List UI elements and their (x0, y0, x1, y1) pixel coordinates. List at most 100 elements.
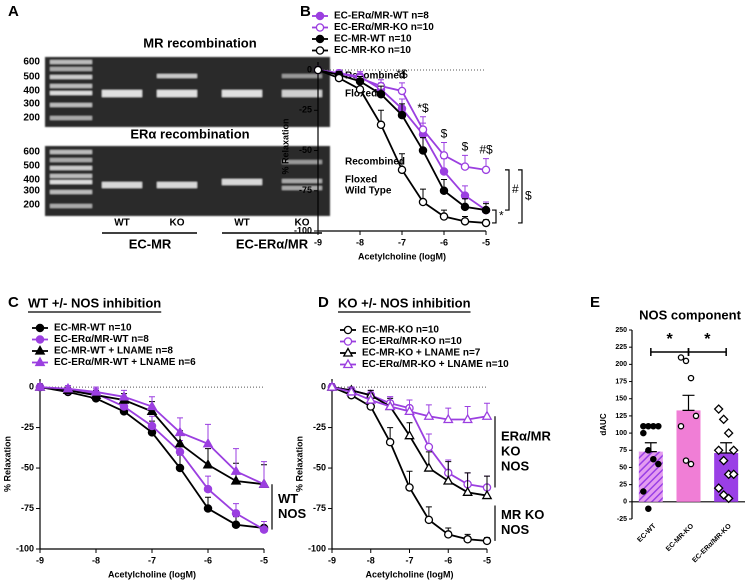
panel-label: B (300, 3, 311, 20)
marker (481, 205, 491, 215)
x-tick-label: -7 (398, 237, 406, 247)
x-tick-label: -6 (204, 555, 212, 565)
marker (174, 426, 186, 437)
marker (481, 218, 491, 228)
x-tick-label: -8 (367, 555, 375, 565)
marker (376, 120, 386, 130)
marker (326, 381, 338, 391)
x-tick-label: -5 (482, 237, 490, 247)
band-label: Wild Type (345, 186, 392, 197)
x-tick-label: -6 (440, 237, 448, 247)
x-tick-label: -8 (92, 555, 100, 565)
data-point (723, 428, 734, 439)
marker (443, 530, 453, 539)
y-tick-label: 150 (615, 396, 627, 403)
marker (202, 437, 214, 448)
marker (442, 475, 454, 485)
legend-marker (34, 356, 46, 367)
significance-label: # (512, 182, 519, 196)
marker (365, 394, 377, 404)
x-tick-label: -8 (356, 237, 364, 247)
marker (439, 186, 449, 196)
marker (439, 167, 449, 176)
x-tick-label: -9 (328, 555, 336, 565)
y-tick-label: 25 (619, 481, 627, 488)
marker (147, 421, 157, 431)
legend-label: EC-MR-WT + LNAME n=8 (54, 346, 173, 357)
marker (442, 413, 454, 424)
y-tick-label: -25 (299, 105, 312, 115)
marker (423, 462, 435, 472)
y-tick-label: -75 (313, 503, 326, 513)
annotation: NOS (501, 458, 530, 473)
legend-label: EC-MR-WT n=10 (334, 34, 412, 45)
legend-marker (315, 34, 325, 44)
marker (397, 86, 407, 96)
group-label: EC-ERα/MR (236, 236, 309, 251)
marker (462, 413, 473, 424)
annotation: *$ (417, 101, 429, 115)
blot-title: MR recombination (143, 35, 256, 50)
y-tick-label: 100 (615, 430, 627, 437)
marker (34, 381, 46, 391)
significance-bracket (650, 348, 690, 356)
ladder-label: 300 (23, 186, 40, 197)
band-label: Recombined (345, 157, 405, 168)
lane-label: WT (234, 218, 250, 229)
y-tick-label: 225 (615, 344, 627, 351)
legend-label: EC-ERα/MR-WT + LNAME n=6 (54, 357, 196, 368)
y-tick-label: -50 (299, 145, 312, 155)
data-point (655, 460, 662, 468)
data-point (682, 357, 690, 365)
marker (62, 382, 74, 393)
data-point (728, 445, 739, 456)
y-axis-label: % Relaxation (2, 436, 12, 492)
annotation: NOS (278, 506, 307, 521)
marker (385, 437, 395, 447)
marker (203, 504, 213, 513)
y-tick-label: -75 (299, 185, 312, 195)
legend-marker (342, 358, 354, 369)
x-axis-label: Acetylcholine (logM) (358, 251, 446, 261)
marker (481, 489, 493, 500)
data-point (687, 460, 695, 468)
ladder-label: 500 (23, 72, 40, 83)
ladder-label: 300 (23, 99, 40, 110)
y-tick-label: -75 (21, 503, 34, 513)
marker (230, 465, 242, 475)
marker (482, 536, 492, 546)
marker (230, 475, 242, 485)
x-axis-label: Acetylcholine (logM) (108, 569, 196, 579)
legend-marker (35, 323, 45, 333)
marker (463, 535, 472, 544)
significance-label: * (667, 331, 674, 348)
annotation: $ (441, 127, 448, 141)
lane-label: WT (114, 218, 130, 229)
marker (397, 110, 407, 120)
y-tick-label: 175 (615, 378, 627, 385)
y-tick-label: 125 (615, 413, 627, 420)
data-point (640, 488, 647, 495)
marker (175, 447, 185, 457)
group-label: EC-MR (129, 236, 172, 251)
y-tick-label: -100 (294, 225, 312, 235)
significance-label: $ (525, 189, 532, 203)
annotation: KO (501, 443, 521, 458)
marker (259, 525, 269, 534)
y-axis-label: % Relaxation (294, 436, 304, 492)
panel-label: A (8, 3, 19, 20)
marker (460, 162, 470, 171)
legend-label: EC-ERα/MR-KO n=10 (362, 336, 462, 347)
legend-label: EC-MR-KO n=10 (334, 45, 411, 56)
annotation: $ (462, 140, 469, 154)
marker (313, 65, 323, 75)
marker (439, 151, 449, 160)
significance-label: * (499, 209, 504, 223)
annotation: MR KO (501, 507, 544, 522)
data-point (692, 412, 700, 420)
significance-bracket (505, 169, 510, 211)
marker (231, 520, 241, 529)
marker (175, 463, 185, 473)
band-label: Floxed (345, 175, 377, 186)
